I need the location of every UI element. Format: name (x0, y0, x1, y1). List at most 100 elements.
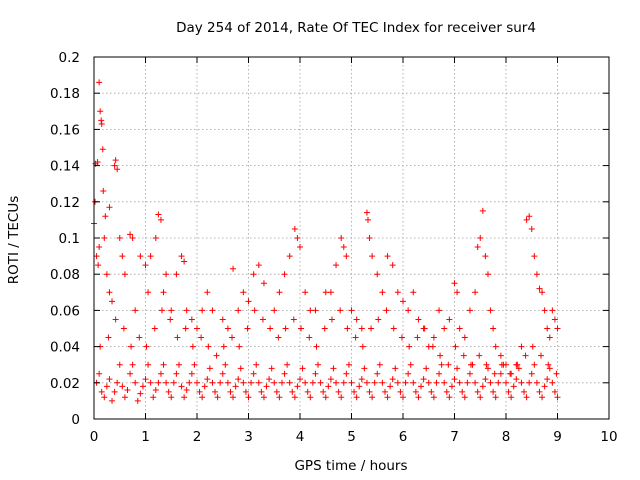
data-point (487, 307, 494, 314)
data-point (445, 361, 452, 368)
data-point (466, 370, 473, 377)
data-point (100, 187, 107, 194)
data-point (94, 158, 101, 165)
data-point (392, 365, 399, 372)
data-point (452, 343, 459, 350)
data-point (383, 307, 390, 314)
data-point (302, 379, 309, 386)
data-point (95, 262, 102, 269)
data-point (96, 79, 103, 86)
data-point (219, 370, 226, 377)
data-point (165, 388, 172, 395)
data-point (157, 370, 164, 377)
data-point (390, 325, 397, 332)
data-point (526, 213, 533, 220)
data-point (421, 325, 428, 332)
data-point (266, 376, 273, 383)
data-point (291, 225, 298, 232)
data-point (325, 383, 332, 390)
x-tick-label: 0 (90, 429, 99, 445)
data-point (137, 390, 144, 397)
data-point (297, 376, 303, 383)
data-point (544, 376, 551, 383)
data-point (98, 120, 105, 127)
data-point (119, 383, 126, 390)
data-point (245, 394, 252, 401)
data-point (344, 325, 351, 332)
x-tick-label: 5 (347, 429, 356, 445)
data-point (491, 370, 498, 377)
data-point (353, 394, 360, 401)
data-point (101, 394, 108, 401)
data-point (539, 394, 546, 401)
data-point (507, 370, 514, 377)
data-point (186, 379, 193, 386)
data-point (178, 253, 185, 260)
data-point (181, 258, 188, 265)
data-point (229, 334, 236, 341)
data-point (116, 361, 123, 368)
data-point (217, 379, 224, 386)
data-point (369, 394, 376, 401)
data-point (96, 370, 103, 377)
data-point (214, 394, 221, 401)
data-point (244, 325, 251, 332)
data-point (315, 361, 322, 368)
data-point (526, 379, 533, 386)
data-point (398, 334, 405, 341)
data-point (459, 388, 466, 395)
data-point (528, 370, 535, 377)
data-point (340, 244, 347, 251)
data-point (553, 370, 560, 377)
data-point (167, 316, 174, 323)
data-point (505, 388, 512, 395)
data-point (204, 289, 211, 296)
data-point (183, 387, 190, 394)
data-point (260, 394, 267, 401)
data-point (109, 397, 116, 404)
data-point (236, 343, 243, 350)
data-point (173, 370, 180, 377)
data-point (337, 307, 344, 314)
data-point (175, 361, 182, 368)
y-tick-label: 0.18 (50, 86, 80, 102)
x-tick-label: 9 (553, 429, 562, 445)
data-point (307, 394, 314, 401)
data-point (101, 235, 108, 241)
data-point (194, 325, 200, 332)
data-point (163, 271, 170, 278)
data-point (441, 325, 448, 332)
data-point (551, 316, 558, 323)
data-point (407, 361, 414, 368)
data-point (518, 343, 525, 350)
data-point (472, 289, 479, 296)
data-point (549, 307, 556, 314)
data-point (361, 365, 368, 372)
data-point (213, 352, 220, 359)
data-point (490, 325, 497, 332)
data-point (240, 289, 247, 296)
data-point (322, 289, 329, 296)
data-point (160, 289, 167, 296)
data-point (163, 379, 170, 386)
data-point (312, 307, 319, 314)
data-point (415, 316, 422, 323)
data-point (170, 379, 177, 386)
data-point (109, 298, 116, 305)
data-point (121, 394, 128, 401)
data-point (397, 388, 404, 395)
data-point (309, 379, 316, 386)
data-point (477, 394, 484, 401)
data-point (514, 361, 521, 368)
data-point (275, 334, 282, 341)
x-tick-label: 2 (193, 429, 202, 445)
data-point (178, 383, 185, 390)
data-point (111, 388, 118, 395)
data-point (294, 235, 301, 241)
data-point (235, 307, 242, 314)
data-point (490, 388, 497, 395)
data-point (250, 370, 257, 377)
data-point (306, 334, 313, 341)
data-point (168, 307, 175, 314)
data-point (209, 379, 216, 386)
